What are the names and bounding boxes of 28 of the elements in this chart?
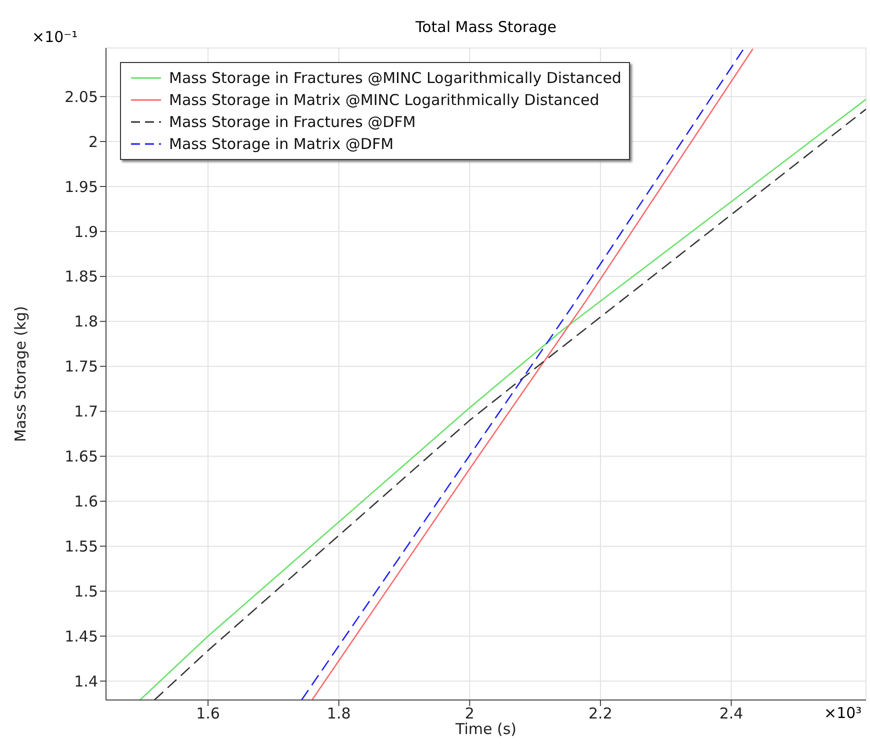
legend-label: Mass Storage in Fractures @DFM xyxy=(169,113,416,131)
legend-label: Mass Storage in Matrix @DFM xyxy=(169,135,394,153)
legend-label: Mass Storage in Matrix @MINC Logarithmically Distanced xyxy=(169,91,600,109)
y-tick-label: 2.05 xyxy=(64,88,98,106)
x-tick-label: 1.8 xyxy=(326,704,351,723)
y-tick-label: 1.45 xyxy=(64,627,98,646)
y-tick-label: 1.5 xyxy=(74,582,98,601)
y-axis-title: Mass Storage (kg) xyxy=(11,306,30,442)
y-tick-label: 1.55 xyxy=(64,538,98,556)
y-tick-label: 1.4 xyxy=(74,672,98,690)
x-tick-label: 1.6 xyxy=(196,704,220,723)
legend-label: Mass Storage in Fractures @MINC Logarithmically Distanced xyxy=(169,69,622,87)
y-tick-label: 1.9 xyxy=(74,222,98,241)
y-tick-label: 1.65 xyxy=(64,448,98,466)
x-tick-label: 2 xyxy=(464,704,474,723)
text: ×10³ xyxy=(824,704,862,722)
y-tick-label: 1.8 xyxy=(74,312,98,331)
x-tick-label: 2.2 xyxy=(588,704,612,723)
y-tick-label: 1.85 xyxy=(64,268,98,286)
chart-title: Total Mass Storage xyxy=(414,18,558,36)
text: ×10⁻¹ xyxy=(32,28,78,46)
y-tick-label: 2 xyxy=(88,132,98,151)
y-tick-label: 1.95 xyxy=(64,178,98,196)
x-axis-title: Time (s) xyxy=(454,720,516,738)
y-tick-label: 1.75 xyxy=(64,358,98,376)
y-tick-label: 1.6 xyxy=(74,492,98,511)
x-tick-label: 2.4 xyxy=(719,704,744,723)
y-tick-label: 1.7 xyxy=(74,402,98,421)
